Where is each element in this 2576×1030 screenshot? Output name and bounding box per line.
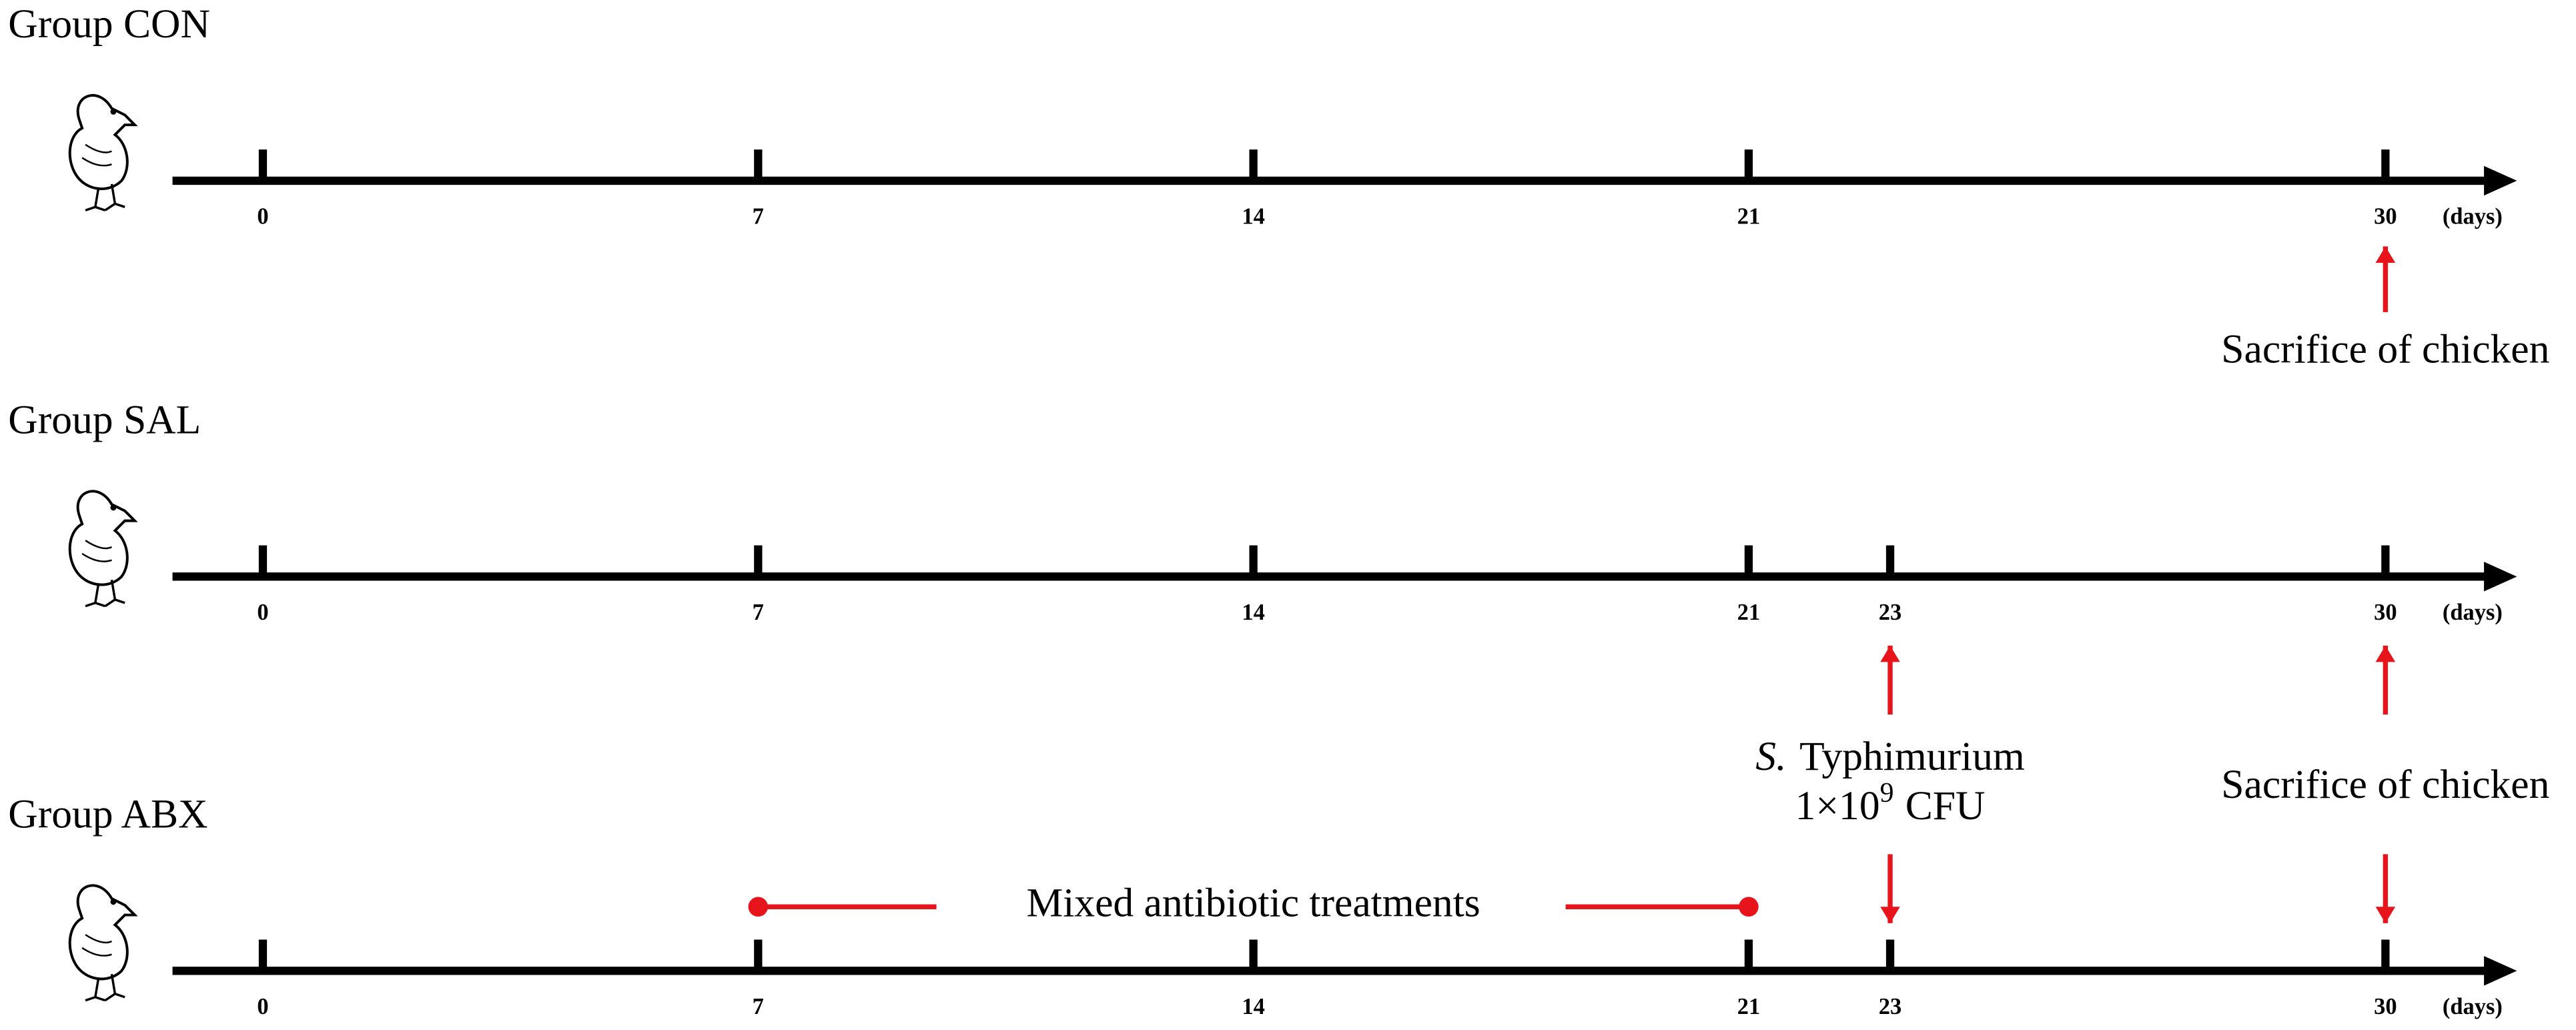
tick-label: 30 [2374, 994, 2397, 1019]
dose-base: 1×10 [1795, 783, 1880, 829]
tick-label: 0 [257, 600, 268, 625]
chick-icon [68, 93, 136, 212]
tick-label: 21 [1737, 994, 1760, 1019]
group-label: Group SAL [8, 397, 201, 442]
serovar: Typhimurium [1799, 734, 2025, 779]
sacrifice-label: Sacrifice of chicken [2221, 762, 2549, 807]
dose-unit: CFU [1905, 783, 1986, 829]
axis-arrowhead [2484, 562, 2517, 592]
tick-label: 7 [753, 994, 764, 1019]
tick-label: 30 [2374, 203, 2397, 229]
axis-arrowhead [2484, 956, 2517, 986]
tick-label: 21 [1737, 203, 1760, 229]
sacrifice-label: Sacrifice of chicken [2221, 327, 2549, 372]
tick-label: 7 [753, 600, 764, 625]
group-label: Group CON [8, 1, 210, 47]
axis-arrowhead [2484, 165, 2517, 196]
dose-label: 1×109 CFU [1795, 777, 1986, 829]
tick-label: 0 [257, 203, 268, 229]
red-arrowhead [1880, 907, 1900, 923]
unit-label: (days) [2443, 600, 2503, 625]
red-arrowhead [1880, 645, 1900, 662]
red-arrowhead [2375, 246, 2396, 264]
chick-icon [68, 884, 136, 1002]
group-label: Group ABX [8, 791, 207, 837]
tick-label: 21 [1737, 600, 1760, 625]
treatment-label: Mixed antibiotic treatments [1026, 880, 1480, 925]
unit-label: (days) [2443, 203, 2503, 229]
unit-label: (days) [2443, 994, 2503, 1019]
infection-label: S. Typhimurium [1755, 734, 2024, 779]
treatment-start [748, 897, 769, 917]
red-arrowhead [2375, 645, 2396, 662]
tick-label: 23 [1879, 994, 1901, 1019]
tick-label: 14 [1242, 203, 1264, 229]
tick-label: 14 [1242, 600, 1264, 625]
tick-label: 7 [753, 203, 764, 229]
chick-icon [68, 490, 136, 608]
species-abbrev: S. [1755, 734, 1786, 779]
tick-label: 23 [1879, 600, 1901, 625]
treatment-end [1739, 897, 1759, 917]
tick-label: 0 [257, 994, 268, 1019]
red-arrowhead [2375, 907, 2396, 923]
tick-label: 14 [1242, 994, 1264, 1019]
tick-label: 30 [2374, 600, 2397, 625]
dose-exponent: 9 [1880, 777, 1894, 808]
